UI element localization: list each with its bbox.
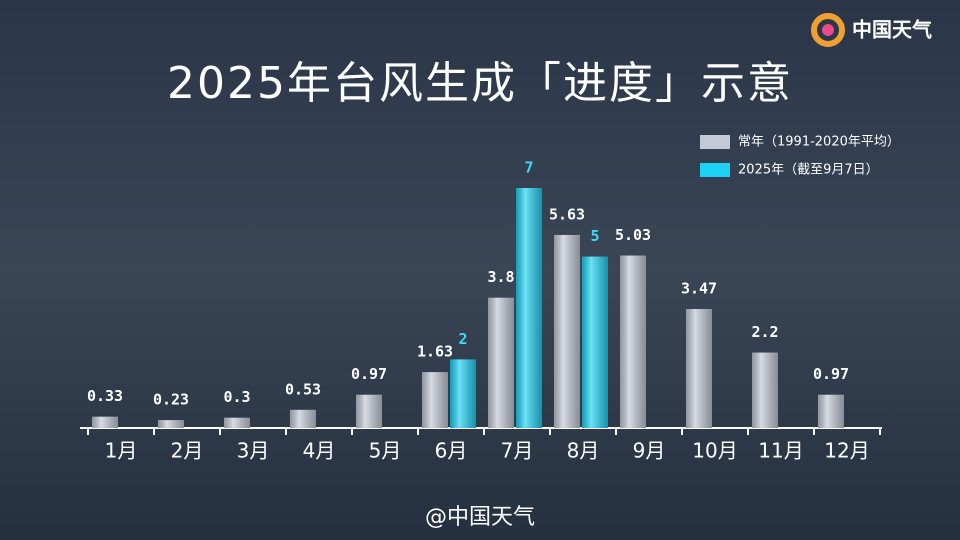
chart-title: 2025年台风生成「进度」示意 [167, 58, 793, 109]
x-tick-label: 10月 [692, 439, 737, 463]
x-tick-label: 5月 [369, 439, 402, 463]
bar-shine [620, 255, 646, 428]
data-label: 7 [524, 159, 533, 177]
data-label: 0.97 [351, 365, 387, 383]
brand-logo-center [822, 24, 834, 36]
bar-shine [422, 372, 448, 428]
legend-swatch [700, 163, 730, 177]
legend-label: 常年（1991-2020年平均） [738, 135, 900, 150]
legend-label: 2025年（截至9月7日） [738, 163, 879, 178]
bar-shine [224, 417, 250, 428]
data-label: 0.33 [87, 387, 123, 405]
data-label: 2 [458, 330, 467, 348]
bar-shine [290, 409, 316, 428]
x-tick-label: 6月 [435, 439, 468, 463]
data-label: 5.63 [549, 205, 585, 223]
data-label: 0.97 [813, 365, 849, 383]
x-tick-label: 9月 [633, 439, 666, 463]
x-tick-label: 7月 [501, 439, 534, 463]
x-tick-label: 3月 [237, 439, 270, 463]
bar-shine [554, 234, 580, 428]
data-label: 0.23 [153, 391, 189, 409]
data-label: 0.3 [223, 388, 250, 406]
x-tick-label: 4月 [303, 439, 336, 463]
bar-shine [516, 188, 542, 428]
brand: 中国天气 [852, 18, 932, 42]
data-label: 2.2 [751, 323, 778, 341]
bar-shine [752, 352, 778, 428]
bar-shine [92, 416, 118, 428]
data-label: 5 [590, 227, 599, 245]
data-label: 1.63 [417, 343, 453, 361]
data-label: 5.03 [615, 226, 651, 244]
data-label: 3.8 [487, 268, 514, 286]
bar-shine [818, 394, 844, 428]
bar-shine [686, 309, 712, 428]
x-tick-label: 12月 [824, 439, 869, 463]
legend-swatch [700, 135, 730, 149]
x-tick-label: 11月 [758, 439, 803, 463]
x-tick-label: 8月 [567, 439, 600, 463]
x-tick-label: 1月 [105, 439, 138, 463]
bar-shine [158, 420, 184, 428]
bar-shine [450, 359, 476, 428]
bar-shine [582, 256, 608, 428]
data-label: 0.53 [285, 380, 321, 398]
watermark: @中国天气 [425, 505, 535, 530]
data-label: 3.47 [681, 280, 717, 298]
x-tick-label: 2月 [171, 439, 204, 463]
bar-shine [356, 394, 382, 428]
brand-logo [811, 13, 845, 47]
bar-shine [488, 297, 514, 428]
